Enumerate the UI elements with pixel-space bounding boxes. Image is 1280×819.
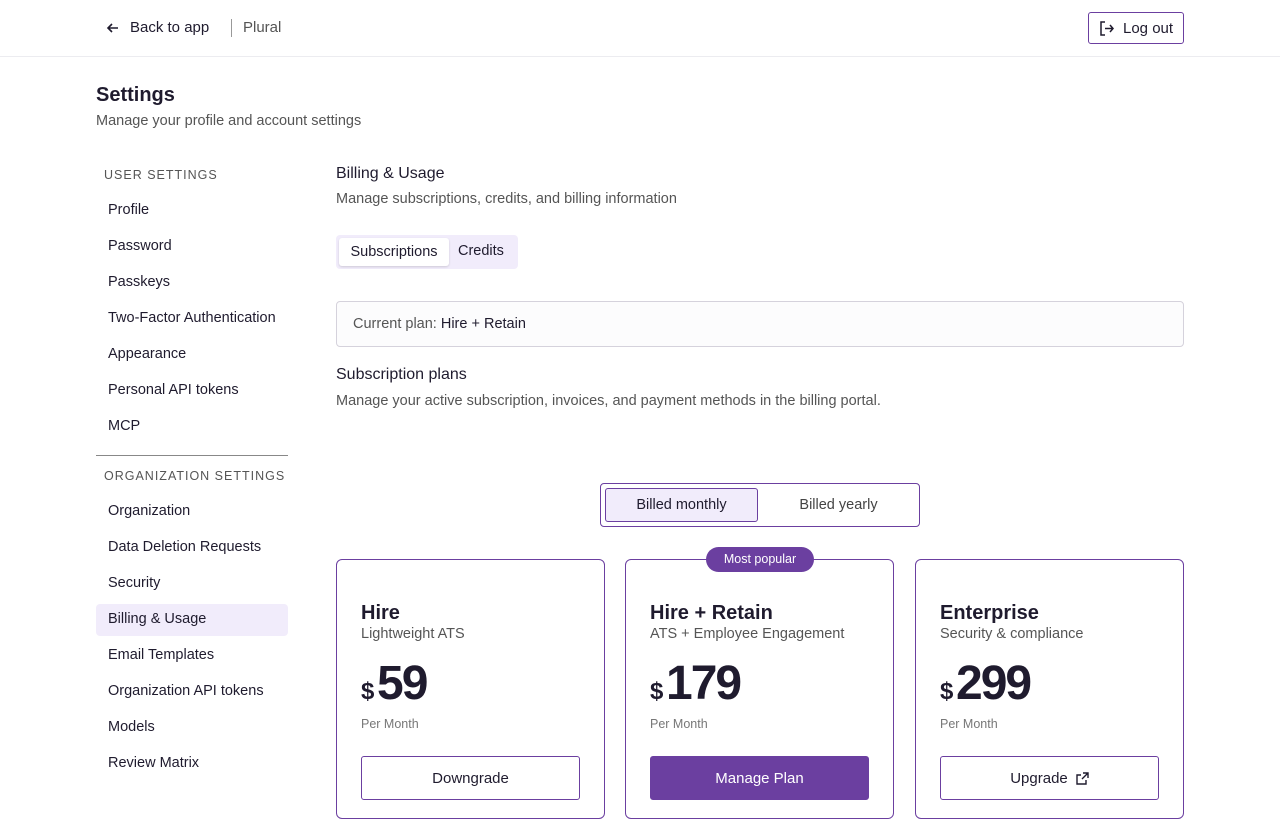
plan-button-label: Manage Plan xyxy=(715,769,804,787)
brand: Plural xyxy=(243,19,282,36)
external-icon xyxy=(1076,771,1089,785)
sidebar-item[interactable]: Password xyxy=(108,238,172,254)
sidebar-item[interactable]: Models xyxy=(108,719,155,735)
plan-currency: $ xyxy=(361,678,375,705)
plans-description: Manage your active subscription, invoice… xyxy=(336,393,881,409)
sidebar-item[interactable]: Organization xyxy=(108,503,191,519)
sidebar-item[interactable]: Appearance xyxy=(108,346,187,362)
sidebar-item[interactable]: Two-Factor Authentication xyxy=(108,310,276,326)
back-link[interactable]: Back to app xyxy=(130,19,210,36)
plan-badge: Most popular xyxy=(706,547,814,572)
plan-card: Enterprise Security & compliance $299 Per M… xyxy=(915,559,1184,819)
sidebar-item[interactable]: Organization API tokens xyxy=(108,683,264,699)
plan-period: Per Month xyxy=(361,717,419,731)
plan-button[interactable]: Manage Plan xyxy=(650,756,869,800)
plans-heading: Subscription plans xyxy=(336,366,467,383)
active-highlight xyxy=(96,604,288,636)
plan-tagline: Security & compliance xyxy=(940,626,1084,642)
plan-card: Hire Lightweight ATS $59 Per Month Downgrade xyxy=(336,559,605,819)
current-plan-box: Current plan: Hire + Retain xyxy=(336,301,1184,347)
plan-card: Hire + Retain ATS + Employee Engagement $1… xyxy=(625,559,894,819)
page-subtitle: Manage your profile and account settings xyxy=(96,113,362,129)
plan-button[interactable]: Downgrade xyxy=(361,756,580,800)
plan-tagline: ATS + Employee Engagement xyxy=(650,626,845,642)
divider xyxy=(231,19,232,37)
plan-tagline: Lightweight ATS xyxy=(361,626,465,642)
logout-label: Log out xyxy=(1123,20,1174,37)
toggle-option[interactable]: Billed yearly xyxy=(799,497,878,513)
sidebar-item[interactable]: Personal API tokens xyxy=(108,382,239,398)
section-description: Manage subscriptions, credits, and billi… xyxy=(336,191,677,207)
header xyxy=(0,0,1280,57)
sidebar-item[interactable]: Passkeys xyxy=(108,274,171,290)
back-icon xyxy=(106,23,118,33)
tab[interactable]: Subscriptions xyxy=(339,238,449,266)
toggle-option[interactable]: Billed monthly xyxy=(605,488,758,522)
plan-price: 179 xyxy=(666,657,742,710)
section-title: Billing & Usage xyxy=(336,165,445,182)
sidebar-item[interactable]: Billing & Usage xyxy=(108,611,207,627)
plan-name: Hire + Retain xyxy=(650,602,773,624)
plan-period: Per Month xyxy=(940,717,998,731)
tabs: Subscriptions Credits xyxy=(336,235,518,269)
sidebar-heading: USER SETTINGS xyxy=(104,168,218,182)
plan-name: Enterprise xyxy=(940,602,1039,624)
billing-toggle: Billed monthly Billed yearly xyxy=(600,483,920,527)
plan-name: Hire xyxy=(361,602,400,624)
plan-currency: $ xyxy=(940,678,954,705)
plan-button[interactable]: Upgrade xyxy=(940,756,1159,800)
sidebar-item[interactable]: Review Matrix xyxy=(108,755,200,771)
sidebar-item[interactable]: Data Deletion Requests xyxy=(108,539,262,555)
plan-currency: $ xyxy=(650,678,664,705)
sidebar-item[interactable]: MCP xyxy=(108,418,141,434)
sidebar-divider xyxy=(96,455,288,456)
sidebar-item[interactable]: Email Templates xyxy=(108,647,215,663)
sidebar-heading: ORGANIZATION SETTINGS xyxy=(104,469,286,483)
plan-period: Per Month xyxy=(650,717,708,731)
sidebar-item[interactable]: Security xyxy=(108,575,161,591)
plan-price: 59 xyxy=(377,657,428,710)
logout-button[interactable]: Log out xyxy=(1088,12,1184,44)
logout-icon xyxy=(1100,21,1114,36)
tab[interactable]: Credits xyxy=(458,243,504,259)
plan-price: 299 xyxy=(956,657,1032,710)
sidebar-item[interactable]: Profile xyxy=(108,202,150,218)
plan-button-label: Upgrade xyxy=(1010,769,1068,787)
page-title: Settings xyxy=(96,84,175,106)
current-plan-value: Hire + Retain xyxy=(440,316,526,332)
plan-button-label: Downgrade xyxy=(432,769,509,787)
current-plan-label: Current plan: xyxy=(353,316,437,332)
